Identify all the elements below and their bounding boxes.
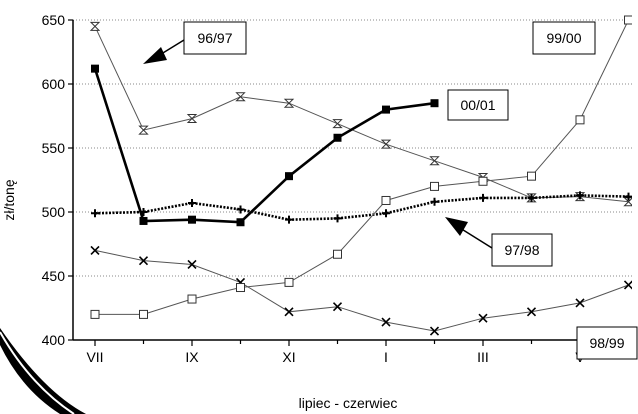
label-99-00: 99/00 [532, 21, 596, 55]
label-98-99: 98/99 [576, 326, 638, 360]
data-point [527, 171, 536, 181]
data-point [382, 105, 390, 114]
data-point [187, 294, 197, 304]
series-97-98 [91, 191, 632, 224]
arrow-97-98 [445, 217, 493, 249]
x-axis-ticks: VIIIXXIIIIIV [86, 340, 630, 365]
svg-text:96/97: 96/97 [197, 30, 232, 46]
data-point [429, 156, 440, 166]
svg-text:00/01: 00/01 [460, 97, 495, 113]
y-tick-label: 500 [42, 204, 66, 220]
data-point [188, 199, 196, 208]
data-point [380, 139, 392, 149]
arrow-96-97 [143, 39, 185, 64]
data-point [236, 218, 245, 227]
data-point [623, 197, 632, 207]
series-lines [89, 15, 632, 336]
x-tick-label: XI [282, 349, 295, 365]
data-point [90, 309, 100, 319]
series-99-00 [90, 15, 632, 319]
data-point [624, 192, 632, 201]
svg-text:98/99: 98/99 [589, 335, 624, 351]
data-point [91, 64, 99, 73]
data-point [478, 176, 488, 186]
data-point [430, 197, 439, 206]
data-point [236, 283, 245, 293]
data-point [624, 15, 632, 25]
data-point [235, 92, 246, 102]
data-point [236, 205, 245, 214]
data-point [381, 317, 391, 327]
data-point [478, 313, 488, 323]
y-axis-title: zł/tonę [1, 179, 17, 220]
y-axis-ticks: 400 450 500 550 600 650 [42, 12, 73, 348]
y-tick-label: 550 [42, 140, 66, 156]
data-point [526, 307, 537, 317]
label-97-98: 97/98 [491, 233, 553, 267]
data-point [285, 172, 293, 181]
series-00-01 [91, 64, 439, 227]
data-point [430, 99, 439, 108]
x-tick-label: I [384, 349, 388, 365]
label-96-97: 96/97 [183, 21, 247, 55]
data-point [284, 277, 294, 287]
x-tick-label: IX [185, 349, 199, 365]
data-point [623, 280, 632, 290]
series-line [95, 19, 629, 315]
data-point [479, 193, 487, 202]
data-point [284, 307, 294, 317]
data-point [187, 259, 197, 270]
corner-swoosh [0, 328, 86, 414]
data-point [138, 256, 149, 266]
data-point [429, 326, 440, 336]
data-point [332, 302, 343, 312]
label-00-01: 00/01 [447, 89, 509, 121]
data-point [90, 245, 100, 255]
series-line [94, 194, 629, 222]
data-point [285, 215, 293, 224]
svg-text:97/98: 97/98 [504, 242, 539, 258]
y-tick-label: 400 [42, 332, 66, 348]
data-point [332, 119, 343, 129]
data-point [381, 195, 391, 205]
data-point [139, 216, 148, 225]
data-point [576, 191, 584, 200]
data-point [139, 309, 148, 319]
data-point [188, 215, 196, 224]
y-tick-label: 450 [42, 268, 66, 284]
series-line [93, 68, 435, 224]
data-point [333, 214, 342, 223]
data-point [138, 125, 149, 135]
series-line [94, 249, 629, 332]
data-point [91, 209, 99, 218]
data-point [186, 114, 198, 124]
y-tick-label: 600 [42, 76, 66, 92]
x-tick-label: VII [86, 349, 103, 365]
gridlines [73, 19, 632, 277]
data-point [283, 98, 295, 108]
data-point [575, 298, 585, 308]
data-point [575, 115, 585, 125]
series-98-99 [90, 245, 632, 336]
data-point [430, 181, 439, 191]
data-point [333, 133, 342, 142]
y-tick-label: 650 [42, 12, 66, 28]
data-point [527, 193, 536, 202]
svg-text:99/00: 99/00 [546, 30, 581, 46]
x-axis-title: lipiec - czerwiec [299, 395, 398, 411]
x-tick-label: III [477, 349, 489, 365]
data-point [382, 209, 390, 218]
data-point [333, 249, 342, 259]
data-point [89, 21, 101, 31]
